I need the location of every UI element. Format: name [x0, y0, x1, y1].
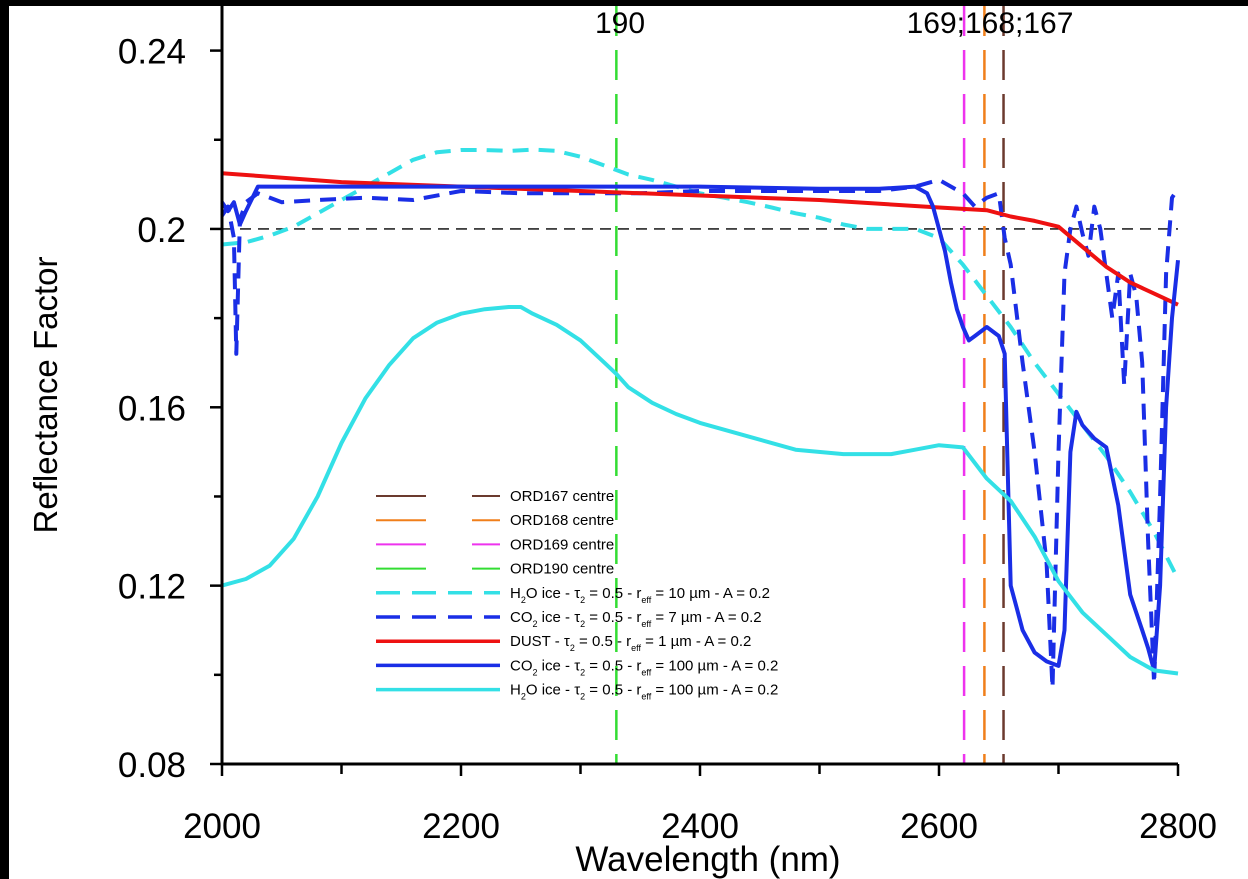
legend-item-series-1: CO2 ice - τ2 = 0.5 - reff = 7 µm - A = 0… — [376, 609, 762, 629]
legend-text: H — [510, 585, 521, 602]
legend-text: CO — [510, 609, 533, 626]
legend-label-series-1: CO2 ice - τ2 = 0.5 - reff = 7 µm - A = 0… — [510, 609, 762, 629]
legend-item-series-3: CO2 ice - τ2 = 0.5 - reff = 100 µm - A =… — [376, 657, 778, 677]
legend-item-marker-3: ORD190 centre — [376, 561, 614, 578]
x-tick-label-1: 2200 — [422, 807, 500, 846]
y-tick-label-3: 0.2 — [137, 211, 186, 250]
legend-item-marker-1: ORD168 centre — [376, 512, 614, 529]
legend-subscript: eff — [641, 619, 651, 629]
legend-text: = 10 µm - A = 0.2 — [651, 585, 770, 602]
legend-item-series-2: DUST - τ2 = 0.5 - reff = 1 µm - A = 0.2 — [376, 633, 751, 653]
legend-text: = 7 µm - A = 0.2 — [651, 609, 761, 626]
top-annotation-1: 169;168;167 — [907, 7, 1074, 40]
legend-subscript: 2 — [580, 692, 585, 702]
legend-label-series-0: H2O ice - τ2 = 0.5 - reff = 10 µm - A = … — [510, 585, 770, 605]
legend-text: = 0.5 - r — [585, 609, 641, 626]
legend-label-marker-2: ORD169 centre — [510, 536, 614, 553]
legend-subscript: 2 — [533, 667, 538, 677]
x-tick-label-3: 2600 — [900, 807, 978, 846]
series-line-2 — [221, 171, 1179, 307]
legend-text: O ice - τ — [526, 585, 580, 602]
legend-text: O ice - τ — [526, 682, 580, 699]
legend-subscript: 2 — [521, 692, 526, 702]
legend-subscript: 2 — [570, 643, 575, 653]
x-axis-label: Wavelength (nm) — [575, 840, 840, 879]
legend-subscript: eff — [641, 692, 651, 702]
legend-label-marker-1: ORD168 centre — [510, 512, 614, 529]
legend-text: = 0.5 - r — [585, 585, 641, 602]
y-tick-label-0: 0.08 — [118, 746, 186, 785]
y-tick-label-4: 0.24 — [118, 33, 186, 72]
legend-item-marker-2: ORD169 centre — [376, 536, 614, 553]
legend-label-marker-3: ORD190 centre — [510, 561, 614, 578]
left-black-band — [0, 0, 9, 879]
y-axis-label: Reflectance Factor — [27, 257, 64, 534]
legend-label-series-3: CO2 ice - τ2 = 0.5 - reff = 100 µm - A =… — [510, 657, 778, 677]
y-tick-label-1: 0.12 — [118, 568, 186, 607]
legend-label-series-4: H2O ice - τ2 = 0.5 - reff = 100 µm - A =… — [510, 682, 778, 702]
legend-subscript: eff — [631, 643, 641, 653]
x-tick-label-0: 2000 — [183, 807, 261, 846]
legend-text: ice - τ — [538, 609, 581, 626]
legend-text: = 100 µm - A = 0.2 — [651, 657, 778, 674]
x-tick-label-2: 2400 — [661, 807, 739, 846]
legend-subscript: 2 — [580, 619, 585, 629]
legend-label-series-2: DUST - τ2 = 0.5 - reff = 1 µm - A = 0.2 — [510, 633, 751, 653]
legend-item-series-0: H2O ice - τ2 = 0.5 - reff = 10 µm - A = … — [376, 585, 770, 605]
legend-subscript: 2 — [533, 619, 538, 629]
legend-item-marker-0: ORD167 centre — [376, 488, 614, 505]
legend-text: ice - τ — [538, 657, 581, 674]
series-line-4 — [221, 305, 1179, 676]
series-line-0 — [221, 147, 1180, 580]
legend-label-marker-0: ORD167 centre — [510, 488, 614, 505]
legend-text: DUST - τ — [510, 633, 570, 650]
legend-subscript: 2 — [580, 595, 585, 605]
legend-item-series-4: H2O ice - τ2 = 0.5 - reff = 100 µm - A =… — [376, 682, 778, 702]
legend-subscript: 2 — [521, 595, 526, 605]
legend-subscript: 2 — [580, 667, 585, 677]
legend-text: = 0.5 - r — [575, 633, 631, 650]
legend-text: CO — [510, 657, 533, 674]
legend-text: = 0.5 - r — [585, 682, 641, 699]
legend-text: = 0.5 - r — [585, 657, 641, 674]
legend-subscript: eff — [641, 595, 651, 605]
legend-text: = 100 µm - A = 0.2 — [651, 682, 778, 699]
legend-text: = 1 µm - A = 0.2 — [641, 633, 751, 650]
x-tick-label-4: 2800 — [1139, 807, 1217, 846]
legend-subscript: eff — [641, 667, 651, 677]
series-line-3 — [220, 184, 1180, 673]
legend-text: H — [510, 682, 521, 699]
y-tick-label-2: 0.16 — [118, 389, 186, 428]
top-annotation-0: 190 — [595, 7, 645, 40]
top-black-band — [0, 0, 1248, 6]
